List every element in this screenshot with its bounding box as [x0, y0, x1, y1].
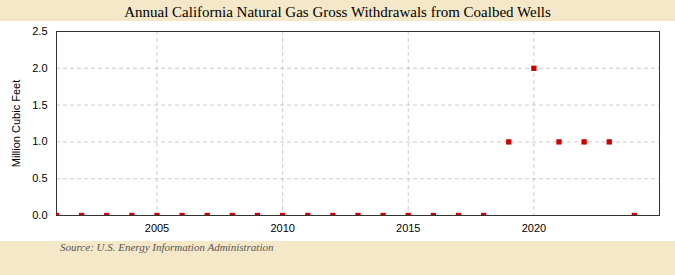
- svg-text:2.5: 2.5: [32, 25, 47, 37]
- html-text:Annual California Natural Gas: Annual California Natural Gas Gross With…: [124, 4, 551, 20]
- svg-text:1.5: 1.5: [32, 99, 47, 111]
- svg-text:0.0: 0.0: [32, 209, 47, 221]
- svg-text:2010: 2010: [270, 222, 294, 234]
- svg-text:2015: 2015: [396, 222, 420, 234]
- html-text:Source: U.S. Energy Informatio: Source: U.S. Energy Information Administ…: [60, 241, 274, 253]
- svg-text:Million Cubic Feet: Million Cubic Feet: [10, 80, 22, 167]
- svg-text:2.0: 2.0: [32, 62, 47, 74]
- svg-text:2005: 2005: [145, 222, 169, 234]
- svg-text:1.0: 1.0: [32, 135, 47, 147]
- svg-text:2020: 2020: [522, 222, 546, 234]
- svg-text:0.5: 0.5: [32, 172, 47, 184]
